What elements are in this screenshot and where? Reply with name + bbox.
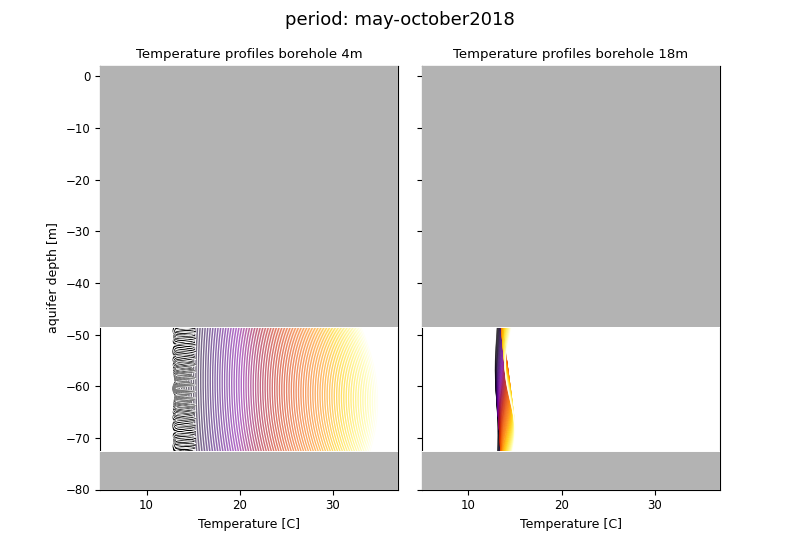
Bar bbox=[422, 451, 720, 490]
Bar bbox=[100, 66, 398, 327]
Bar bbox=[100, 451, 398, 490]
Bar bbox=[100, 66, 398, 327]
Y-axis label: aquifer depth [m]: aquifer depth [m] bbox=[47, 222, 60, 333]
Title: Temperature profiles borehole 4m: Temperature profiles borehole 4m bbox=[136, 48, 362, 60]
Bar bbox=[422, 66, 720, 327]
Bar bbox=[422, 66, 720, 327]
Bar bbox=[100, 451, 398, 490]
Bar bbox=[422, 451, 720, 490]
Text: period: may-october2018: period: may-october2018 bbox=[285, 11, 515, 29]
Title: Temperature profiles borehole 18m: Temperature profiles borehole 18m bbox=[454, 48, 689, 60]
X-axis label: Temperature [C]: Temperature [C] bbox=[198, 518, 300, 531]
X-axis label: Temperature [C]: Temperature [C] bbox=[520, 518, 622, 531]
